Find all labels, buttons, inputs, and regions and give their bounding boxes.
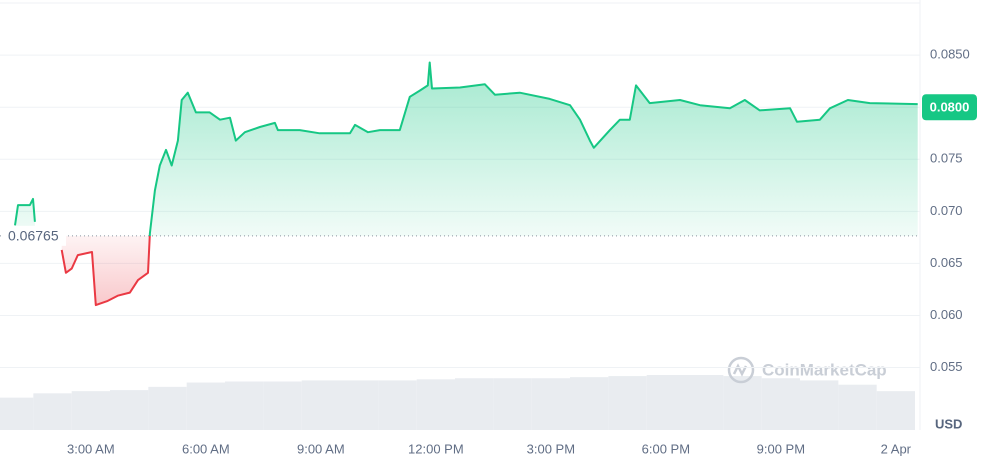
volume-bar <box>685 375 724 430</box>
volume-bar <box>301 380 341 430</box>
watermark: CoinMarketCap <box>727 356 887 384</box>
x-tick-label: 9:00 PM <box>757 441 805 456</box>
volume-bar <box>225 381 264 430</box>
volume-bar <box>723 376 762 430</box>
volume-bar <box>148 386 187 430</box>
volume-bar <box>570 377 609 430</box>
volume-bar <box>71 391 111 430</box>
x-tick-label: 12:00 PM <box>408 441 464 456</box>
x-tick-label: 3:00 PM <box>527 441 575 456</box>
watermark-logo-mark <box>732 363 748 377</box>
currency-label: USD <box>935 416 962 431</box>
y-tick-label: 0.060 <box>930 307 963 322</box>
x-tick-label: 9:00 AM <box>297 441 345 456</box>
volume-bar <box>493 378 532 430</box>
volume-bar <box>33 393 72 430</box>
volume-bar <box>340 380 379 430</box>
volume-bar <box>0 397 34 430</box>
volume-bar <box>378 380 417 430</box>
price-line <box>14 61 918 307</box>
volume-bar <box>876 391 916 430</box>
y-tick-label: 0.075 <box>930 151 963 166</box>
volume-bar <box>608 376 647 430</box>
x-tick-label: 6:00 PM <box>642 441 690 456</box>
area <box>15 62 918 306</box>
y-tick-label: 0.065 <box>930 255 963 270</box>
volume-bar <box>646 375 686 430</box>
watermark-text: CoinMarketCap <box>762 360 887 379</box>
baseline-label: 0.06765 <box>8 228 59 244</box>
price-tag-label: 0.0800 <box>930 100 970 115</box>
price-tag <box>922 94 977 121</box>
x-tick-label: 6:00 AM <box>182 441 230 456</box>
volume-bar <box>416 379 456 430</box>
baseline-label-bg <box>4 225 66 246</box>
y-tick-label: 0.0850 <box>930 47 970 62</box>
y-tick-label: 0.070 <box>930 203 963 218</box>
volume-bar <box>110 390 149 430</box>
volume-bar <box>838 384 877 430</box>
volume-bar <box>761 378 801 430</box>
x-tick-label: 2 Apr <box>881 441 912 456</box>
volume-bar <box>531 378 571 430</box>
watermark-logo <box>727 356 755 384</box>
volume-bar <box>186 382 226 430</box>
volume-bar <box>800 380 839 430</box>
y-tick-label: 0.055 <box>930 359 963 374</box>
x-tick-label: 3:00 AM <box>67 441 115 456</box>
volume-bar <box>455 378 494 430</box>
volume-bar <box>263 381 302 430</box>
